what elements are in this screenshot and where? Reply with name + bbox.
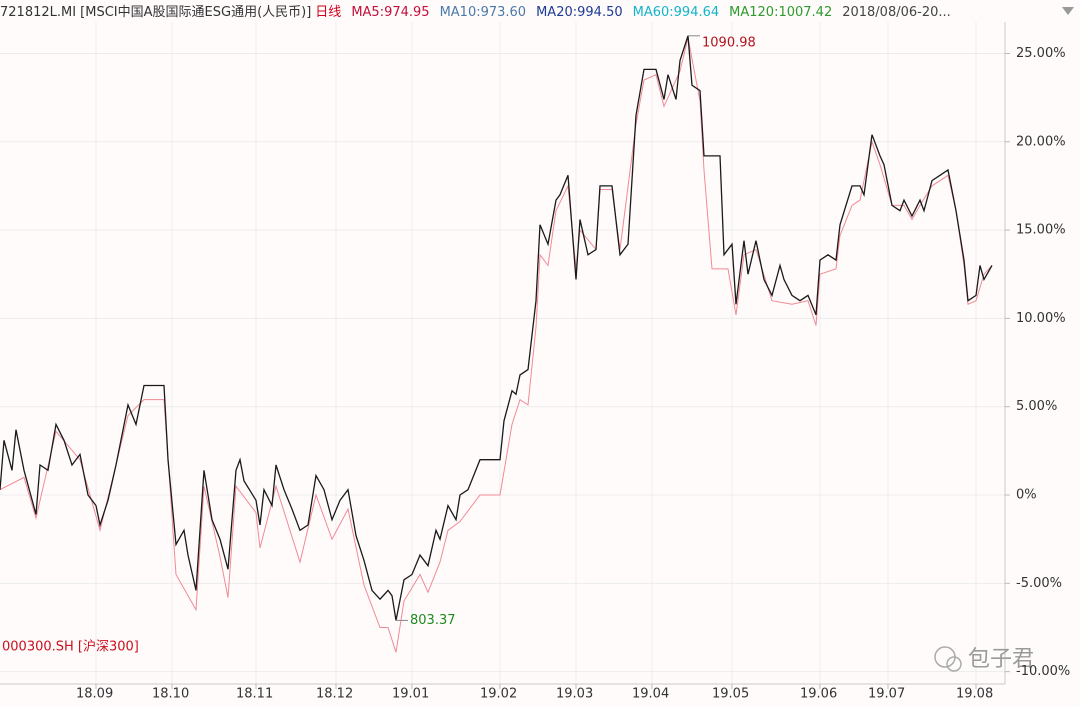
x-tick-label: 18.10: [152, 687, 189, 702]
annotation: 803.37: [410, 613, 456, 628]
header-item: 2018/08/06-20...: [842, 5, 951, 20]
x-tick-label: 18.09: [76, 687, 113, 702]
y-tick-label: 20.00%: [1016, 134, 1066, 149]
y-tick-label: 25.00%: [1016, 46, 1066, 61]
watermark-icon: [934, 646, 962, 672]
x-tick-label: 18.11: [236, 687, 273, 702]
series-line: [0, 35, 993, 621]
y-tick-label: 5.00%: [1016, 399, 1057, 414]
header-item: MA5:974.95: [351, 5, 429, 20]
header-item: MA60:994.64: [633, 5, 720, 20]
header-item: MA20:994.50: [536, 5, 623, 20]
header-item: 721812L.MI [MSCI中国A股国际通ESG通用(人民币)]: [0, 5, 311, 20]
dropdown-icon[interactable]: [1062, 7, 1074, 15]
x-tick-label: 19.04: [632, 687, 669, 702]
y-tick-label: 15.00%: [1016, 223, 1066, 238]
x-tick-label: 19.01: [392, 687, 429, 702]
header-item: MA10:973.60: [440, 5, 527, 20]
legend-label: 000300.SH [沪深300]: [2, 639, 139, 655]
x-tick-label: 19.06: [800, 687, 837, 702]
grid: [0, 22, 1005, 684]
y-tick-label: -10.00%: [1016, 664, 1070, 679]
y-tick-label: -5.00%: [1016, 576, 1062, 591]
y-tick-label: 10.00%: [1016, 311, 1066, 326]
x-tick-label: 19.05: [712, 687, 749, 702]
x-tick-label: 18.12: [316, 687, 353, 702]
x-tick-label: 19.08: [956, 687, 993, 702]
watermark: 包子君: [968, 647, 1034, 672]
y-tick-label: 0%: [1016, 488, 1037, 503]
header: 721812L.MI [MSCI中国A股国际通ESG通用(人民币)] 日线 MA5:…: [0, 5, 951, 20]
x-tick-label: 19.07: [868, 687, 905, 702]
x-tick-label: 19.02: [480, 687, 517, 702]
header-item: 日线: [315, 5, 341, 20]
annotation: 1090.98: [702, 35, 756, 50]
x-tick-label: 19.03: [556, 687, 593, 702]
header-item: MA120:1007.42: [729, 5, 832, 20]
